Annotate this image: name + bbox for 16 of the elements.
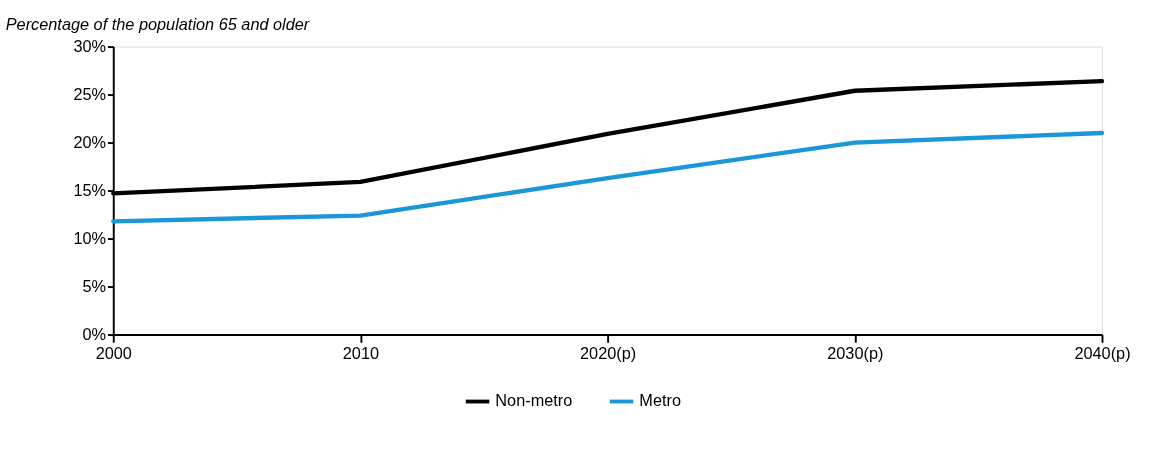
y-tick-label: 10% xyxy=(73,228,107,247)
x-tick-label: 2000 xyxy=(95,344,132,363)
x-tick-label: 2040(p) xyxy=(1074,344,1131,363)
y-tick-label: 15% xyxy=(73,180,107,199)
x-tick-label: 2030(p) xyxy=(827,344,884,363)
y-tick-label: 20% xyxy=(73,132,107,151)
y-tick-label: 0% xyxy=(82,324,107,343)
legend-label: Metro xyxy=(639,391,681,410)
x-tick-label: 2020(p) xyxy=(580,344,637,363)
chart-title: Percentage of the population 65 and older xyxy=(5,15,310,34)
line-series xyxy=(111,130,1105,224)
x-tick-label: 2010 xyxy=(342,344,380,363)
y-tick-label: 25% xyxy=(73,84,107,103)
y-tick-label: 5% xyxy=(82,276,107,295)
legend-label: Non-metro xyxy=(495,391,573,410)
y-tick-label: 30% xyxy=(73,36,107,55)
